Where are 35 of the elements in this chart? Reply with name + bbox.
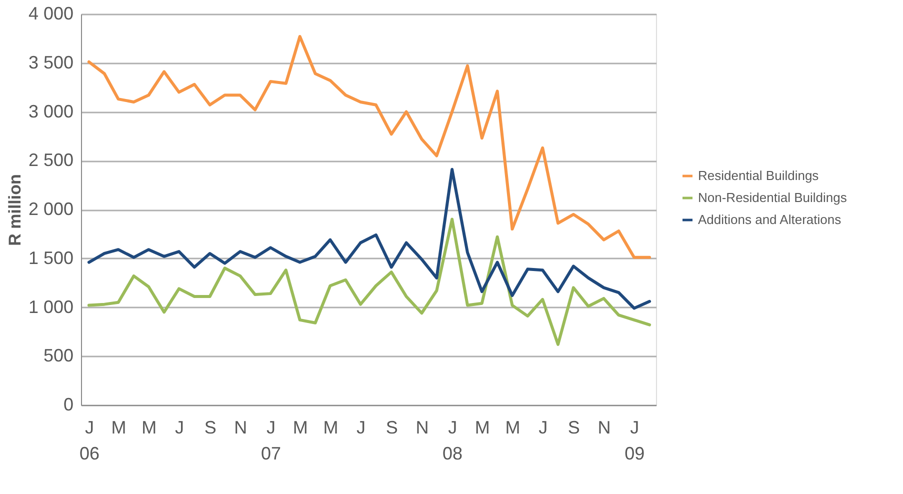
x-tick-label: J xyxy=(174,418,184,438)
y-tick-label: 1 000 xyxy=(28,296,74,317)
x-tick-label: S xyxy=(386,418,398,438)
x-tick-label: M xyxy=(474,418,490,438)
x-tick-label: M xyxy=(111,418,126,438)
x-tick-label: S xyxy=(568,418,580,438)
x-tick-label: S xyxy=(204,418,216,438)
legend-label: Additions and Alterations xyxy=(698,212,842,227)
x-tick-label: J 07 xyxy=(260,418,282,464)
x-tick-label: J 08 xyxy=(442,418,463,464)
y-tick-label: 2 500 xyxy=(28,150,74,170)
y-tick-label: 2 000 xyxy=(28,199,74,219)
x-tick-label: N xyxy=(598,418,611,438)
line-series xyxy=(87,168,652,310)
legend-label: Non-Residential Buildings xyxy=(698,190,848,205)
x-tick-label: J xyxy=(356,418,366,438)
line-series xyxy=(87,34,652,259)
x-tick-label: J 06 xyxy=(79,418,100,464)
y-axis-title: R million xyxy=(5,174,24,246)
y-tick-label: 500 xyxy=(43,346,74,366)
y-tick-label: 3 500 xyxy=(28,52,74,72)
x-tick-label: M xyxy=(323,418,338,438)
y-tick-label: 4 000 xyxy=(28,4,74,24)
y-tick-label: 0 xyxy=(63,394,74,414)
x-tick-label: M xyxy=(142,418,157,438)
x-tick-label: N xyxy=(416,418,429,438)
line-series xyxy=(87,218,652,346)
x-tick-label: N xyxy=(234,418,248,438)
legend-label: Residential Buildings xyxy=(698,168,820,183)
x-tick-label: M xyxy=(292,418,308,438)
x-tick-label: J 09 xyxy=(624,418,645,464)
y-tick-label: 3 000 xyxy=(28,101,74,122)
x-tick-label: M xyxy=(505,418,520,438)
y-tick-label: 1 500 xyxy=(28,248,74,268)
x-tick-label: J xyxy=(538,418,548,438)
